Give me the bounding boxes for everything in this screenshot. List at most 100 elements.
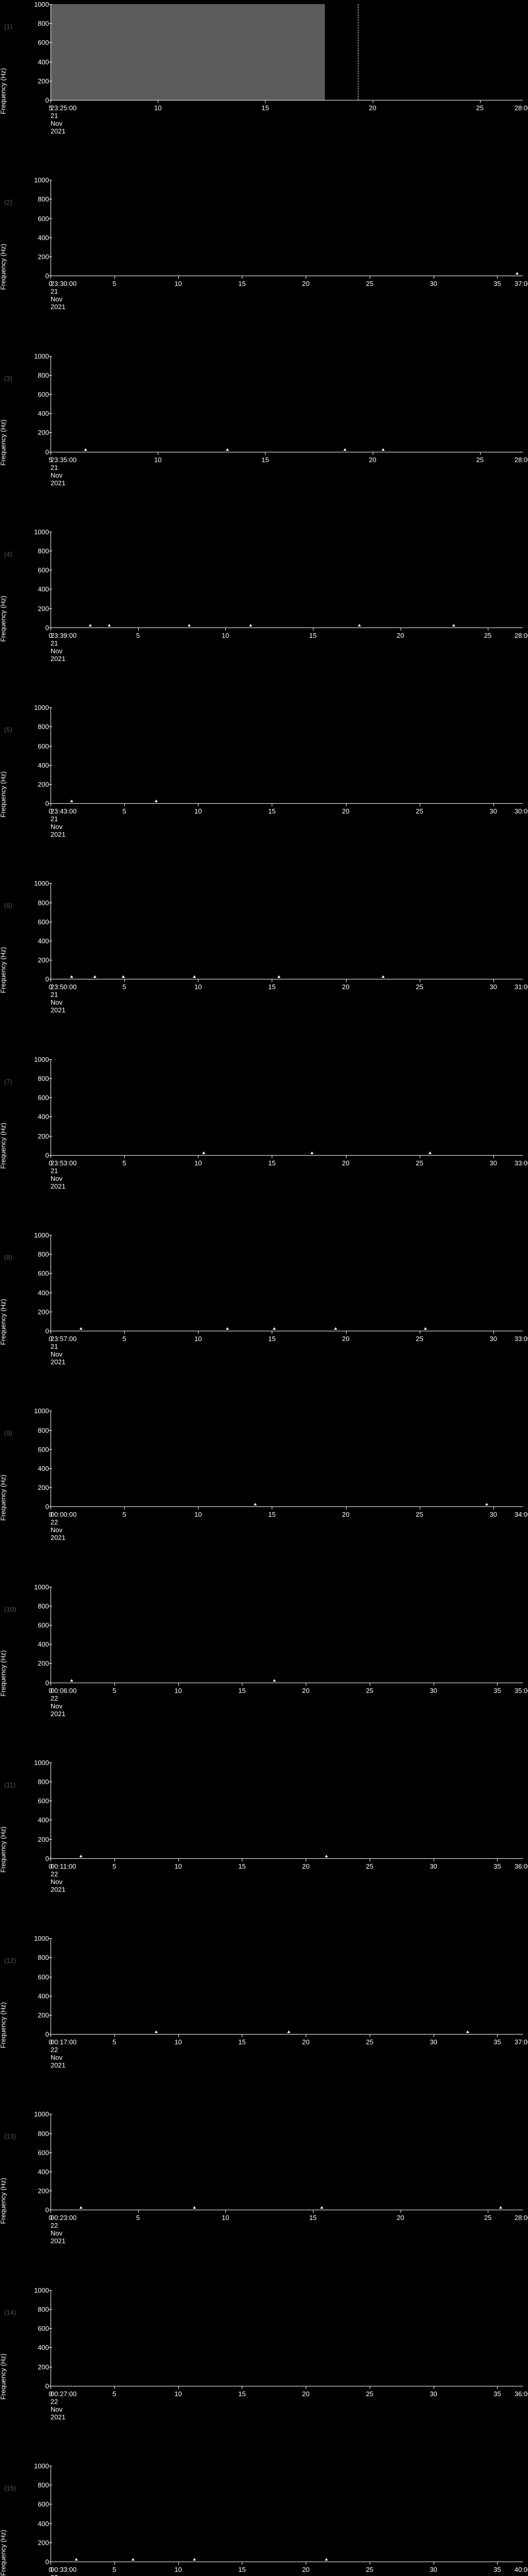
detection-marker[interactable]: [70, 800, 73, 802]
y-tick-label-400: 400: [21, 1465, 49, 1472]
spectrogram-plot-area-3[interactable]: [51, 356, 523, 452]
detection-marker[interactable]: [75, 2558, 78, 2561]
detection-marker[interactable]: [358, 624, 361, 626]
y-tick-mark-1000: [49, 1762, 52, 1763]
spectrogram-plot-area-6[interactable]: [51, 883, 523, 979]
y-tick-label-600: 600: [21, 215, 49, 223]
detection-marker[interactable]: [70, 1679, 73, 1682]
y-tick-label-800: 800: [21, 195, 49, 203]
detection-marker[interactable]: [193, 975, 196, 978]
detection-marker[interactable]: [466, 2030, 469, 2033]
detection-marker[interactable]: [273, 1327, 276, 1330]
x-start-timestamp: 23:43:00 21 Nov 2021: [51, 807, 77, 838]
detection-marker[interactable]: [382, 448, 385, 451]
y-tick-label-200: 200: [21, 429, 49, 436]
detection-marker[interactable]: [131, 2558, 135, 2561]
detection-marker[interactable]: [325, 2558, 328, 2561]
detection-marker[interactable]: [334, 1327, 337, 1330]
detection-marker[interactable]: [155, 800, 158, 802]
detection-marker[interactable]: [382, 975, 385, 978]
x-start-timestamp: 00:00:00 22 Nov 2021: [51, 1511, 77, 1541]
detection-marker[interactable]: [226, 448, 229, 451]
spectrogram-plot-area-1[interactable]: [51, 4, 523, 100]
detection-marker[interactable]: [79, 1327, 82, 1330]
spectrogram-plot-area-14[interactable]: [51, 2290, 523, 2386]
x-tick-label-10: 10: [154, 456, 161, 464]
spectrogram-plot-area-13[interactable]: [51, 2114, 523, 2210]
detection-marker[interactable]: [273, 1679, 276, 1682]
detection-marker[interactable]: [226, 1327, 229, 1330]
spectrogram-plot-area-9[interactable]: [51, 1411, 523, 1507]
detection-marker[interactable]: [499, 2206, 502, 2209]
x-end-timestamp: 28:00: [515, 456, 528, 464]
detection-marker[interactable]: [193, 2206, 196, 2209]
spectrogram-plot-area-4[interactable]: [51, 532, 523, 628]
y-tick-mark-400: [49, 1644, 52, 1645]
detection-marker[interactable]: [122, 975, 125, 978]
x-tick-label-10: 10: [174, 1687, 182, 1694]
spectrogram-panel-9: (9) Frequency (Hz) 0 200 400 600 800 1000 0 5 10 15…: [0, 1410, 528, 1585]
spectrogram-plot-area-12[interactable]: [51, 1938, 523, 2035]
spectrogram-plot-area-8[interactable]: [51, 1235, 523, 1331]
detection-marker[interactable]: [202, 1151, 205, 1154]
spectrogram-plot-area-5[interactable]: [51, 707, 523, 804]
x-tick-label-30: 30: [430, 2566, 437, 2573]
y-tick-label-800: 800: [21, 2481, 49, 2489]
detection-marker[interactable]: [155, 2030, 158, 2033]
x-tick-row: 0 5 10 15 20 25 30 23:53:00 21 Nov 2021 33:00: [51, 1155, 523, 1160]
y-tick-label-1000: 1000: [21, 352, 49, 360]
x-tick-label-25: 25: [476, 104, 483, 112]
detection-marker[interactable]: [325, 1855, 328, 1857]
x-tick-row: 0510152025303500:11:00 22 Nov 202136:00: [51, 1858, 523, 1863]
x-tick-label-10: 10: [194, 1335, 202, 1343]
y-tick-mark-400: [49, 2523, 52, 2524]
detection-marker[interactable]: [452, 624, 455, 626]
detection-marker[interactable]: [70, 975, 73, 978]
detection-marker[interactable]: [310, 1151, 314, 1154]
y-axis-label: Frequency (Hz): [0, 2178, 7, 2224]
detection-marker[interactable]: [108, 624, 111, 626]
x-tick-mark-15: [265, 452, 266, 455]
detection-marker[interactable]: [89, 624, 92, 626]
spectrogram-plot-area-15[interactable]: [51, 2466, 523, 2562]
detection-marker[interactable]: [320, 2206, 323, 2209]
panel-index-label: (13): [4, 2132, 16, 2140]
spectrogram-plot-area-11[interactable]: [51, 1762, 523, 1859]
detection-marker[interactable]: [188, 624, 191, 626]
detection-marker[interactable]: [424, 1327, 427, 1330]
detection-marker[interactable]: [485, 1503, 488, 1505]
y-axis-label: Frequency (Hz): [0, 771, 7, 818]
detection-marker[interactable]: [516, 272, 519, 275]
y-axis-label: Frequency (Hz): [0, 1475, 7, 1521]
x-tick-label-30: 30: [490, 1335, 497, 1343]
y-tick-label-600: 600: [21, 918, 49, 926]
spectrogram-plot-area-2[interactable]: [51, 180, 523, 276]
x-end-timestamp: 31:00: [515, 983, 528, 991]
panel-index-label: (3): [4, 375, 12, 382]
y-tick-mark-1000: [49, 4, 52, 5]
detection-marker[interactable]: [79, 2206, 82, 2209]
detection-marker[interactable]: [287, 2030, 290, 2033]
detection-marker[interactable]: [277, 975, 280, 978]
y-tick-label-600: 600: [21, 566, 49, 574]
x-tick-label-30: 30: [430, 2390, 437, 2398]
x-tick-label-25: 25: [476, 456, 483, 464]
x-tick-label-25: 25: [416, 807, 423, 815]
detection-marker[interactable]: [249, 624, 252, 626]
y-axis-label: Frequency (Hz): [0, 68, 7, 114]
spectrogram-plot-area-10[interactable]: [51, 1587, 523, 1683]
detection-marker[interactable]: [343, 448, 346, 451]
detection-marker[interactable]: [93, 975, 96, 978]
detection-marker[interactable]: [428, 1151, 432, 1154]
detection-marker[interactable]: [193, 2558, 196, 2561]
detection-marker[interactable]: [84, 448, 87, 451]
detection-marker[interactable]: [254, 1503, 257, 1505]
y-tick-label-800: 800: [21, 2130, 49, 2138]
y-tick-label-400: 400: [21, 234, 49, 242]
y-tick-mark-400: [49, 413, 52, 414]
panel-index-label: (5): [4, 726, 12, 734]
spectrogram-plot-area-7[interactable]: [51, 1059, 523, 1156]
x-tick-label-10: 10: [194, 1159, 202, 1167]
detection-marker[interactable]: [79, 1855, 82, 1857]
y-tick-mark-1000: [49, 1938, 52, 1939]
